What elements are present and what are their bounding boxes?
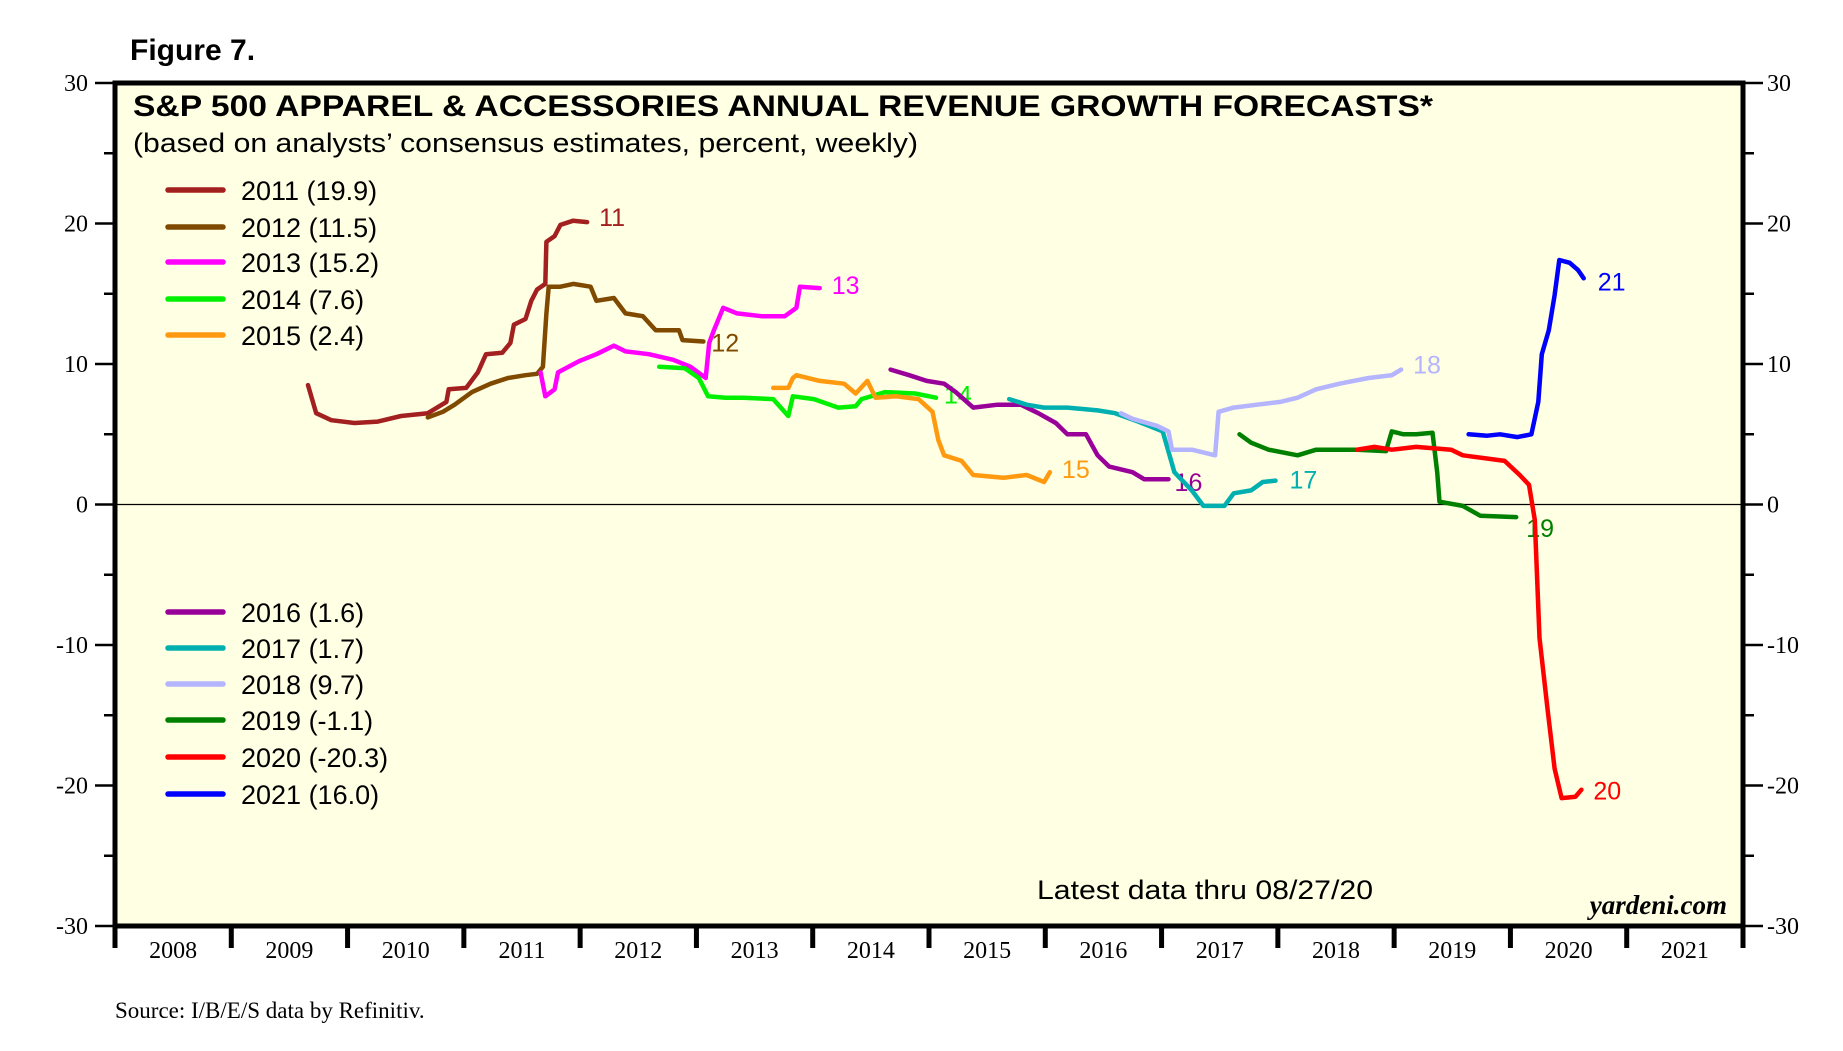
legend-label: 2021 (16.0): [241, 780, 379, 810]
legend-label: 2020 (-20.3): [241, 743, 388, 773]
y-tick-label-left: -20: [56, 774, 88, 800]
legend: 2011 (19.9) 2012 (11.5) 2013 (15.2) 2014 (7…: [165, 176, 388, 810]
legend-label: 2012 (11.5): [241, 213, 377, 243]
y-tick-label-right: -10: [1767, 633, 1799, 659]
series-end-label: 19: [1526, 515, 1554, 543]
series-end-label: 20: [1593, 778, 1621, 806]
series-line-20: [1354, 444, 1584, 801]
figure-label: Figure 7.: [130, 34, 255, 67]
series-line-15: [770, 372, 1053, 485]
series-end-label: 18: [1413, 352, 1441, 380]
series-end-label: 17: [1290, 467, 1318, 495]
legend-label: 2018 (9.7): [241, 670, 364, 700]
y-tick-label-left: 10: [64, 352, 88, 378]
series-line-18: [1118, 367, 1404, 458]
series-end-label: 16: [1175, 469, 1203, 497]
legend-label: 2017 (1.7): [241, 634, 364, 664]
x-tick-label: 2018: [1312, 938, 1360, 964]
legend-label: 2014 (7.6): [241, 285, 364, 315]
y-tick-label-right: -30: [1767, 914, 1799, 940]
series-line-21: [1466, 257, 1586, 440]
x-tick-label: 2020: [1545, 938, 1593, 964]
y-tick-label-left: -30: [56, 914, 88, 940]
y-tick-label-right: 30: [1767, 71, 1791, 97]
x-tick-label: 2012: [614, 938, 662, 964]
x-tick-label: 2017: [1196, 938, 1244, 964]
legend-label: 2015 (2.4): [241, 321, 364, 351]
x-tick-label: 2014: [847, 938, 895, 964]
latest-data-note: Latest data thru 08/27/20: [1037, 875, 1373, 905]
x-tick-label: 2021: [1661, 938, 1709, 964]
x-tick-label: 2015: [963, 938, 1011, 964]
x-tick-label: 2016: [1079, 938, 1127, 964]
chart-subtitle: (based on analysts’ consensus estimates,…: [133, 128, 918, 158]
y-tick-label-right: 0: [1767, 493, 1779, 519]
x-tick-label: 2011: [498, 938, 545, 964]
series-line-16: [888, 367, 1171, 482]
series-end-label: 11: [599, 204, 625, 232]
x-tick-label: 2019: [1428, 938, 1476, 964]
series-line-17: [1006, 396, 1278, 509]
source-note: Source: I/B/E/S data by Refinitiv.: [115, 998, 425, 1023]
y-tick-label-left: 30: [64, 71, 88, 97]
legend-label: 2013 (15.2): [241, 248, 379, 278]
series-line-19: [1237, 429, 1519, 520]
series-line-12: [425, 281, 706, 420]
x-tick-label: 2010: [382, 938, 430, 964]
series-end-label: 21: [1598, 268, 1626, 296]
series-end-label: 13: [832, 272, 860, 300]
y-tick-label-left: -10: [56, 633, 88, 659]
y-tick-label-left: 0: [76, 493, 88, 519]
series-end-label: 12: [711, 330, 739, 358]
legend-label: 2016 (1.6): [241, 598, 364, 628]
series-end-label: 15: [1062, 456, 1090, 484]
chart-title: S&P 500 APPAREL & ACCESSORIES ANNUAL REV…: [133, 90, 1433, 123]
yardeni-watermark: yardeni.com: [1587, 890, 1727, 920]
x-tick-label: 2008: [149, 938, 197, 964]
series-line-11: [305, 218, 590, 426]
x-tick-label: 2009: [265, 938, 313, 964]
y-tick-label-right: 10: [1767, 352, 1791, 378]
legend-label: 2011 (19.9): [241, 176, 377, 206]
x-tick-label: 2013: [731, 938, 779, 964]
y-tick-label-left: 20: [64, 212, 88, 238]
y-tick-label-right: 20: [1767, 212, 1791, 238]
y-tick-label-right: -20: [1767, 774, 1799, 800]
series-line-13: [538, 284, 822, 399]
legend-label: 2019 (-1.1): [241, 706, 373, 736]
